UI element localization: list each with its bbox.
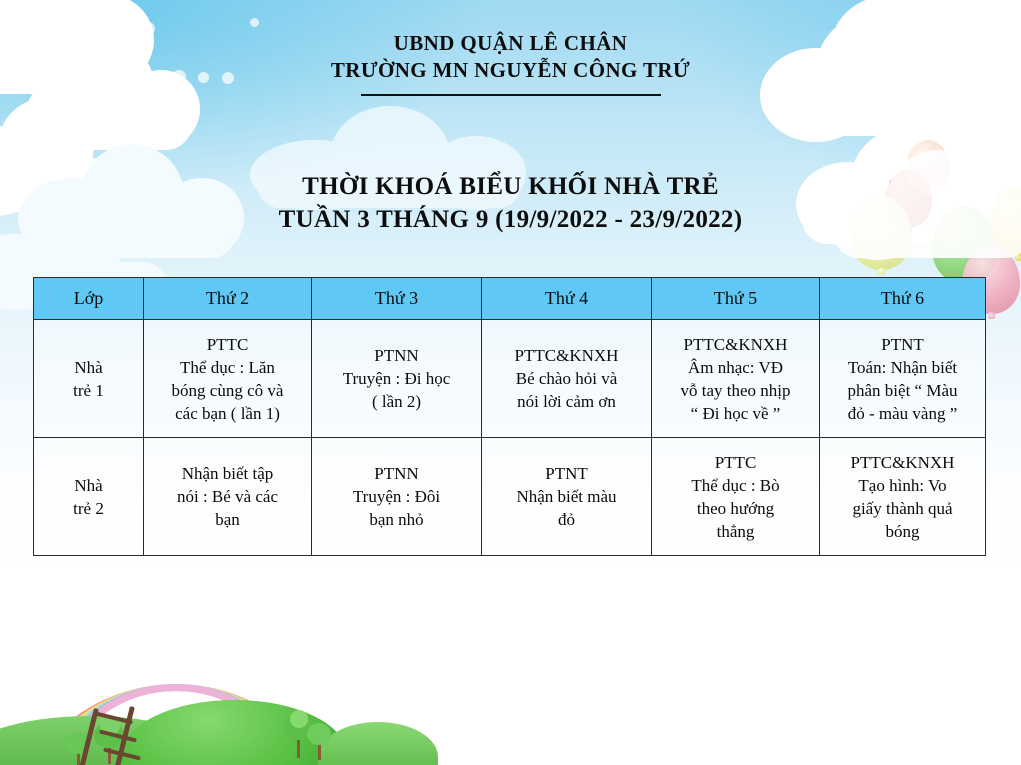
cell-line: PTNT (881, 334, 924, 354)
cell-line: nói lời cảm ơn (517, 392, 616, 411)
cloud-over-balloons (828, 150, 1021, 260)
cell-line: PTTC (206, 334, 249, 354)
cell-line: thẳng (716, 521, 755, 541)
table-header-row: Lớp Thứ 2 Thứ 3 Thứ 4 Thứ 5 Thứ 6 (33, 277, 986, 320)
cell-line: Âm nhạc: VĐ (687, 357, 784, 377)
table-row: Nhà trẻ 2 Nhận biết tập nói : Bé và các … (33, 437, 986, 556)
cell-line: PTTC&KNXH (683, 334, 788, 354)
cell-r2-thu-4: PTNT Nhận biết màu đỏ (481, 437, 652, 556)
cell-line: Thể dục : Bò (691, 475, 780, 495)
class-label-row-2: Nhà trẻ 2 (33, 437, 144, 556)
cell-line: PTTC (714, 452, 757, 472)
cell-r1-thu-5: PTTC&KNXH Âm nhạc: VĐ vỗ tay theo nhịp “… (651, 319, 820, 438)
cell-r1-thu-4: PTTC&KNXH Bé chào hỏi và nói lời cảm ơn (481, 319, 652, 438)
cell-r2-thu-6: PTTC&KNXH Tạo hình: Vo giấy thành quả bó… (819, 437, 986, 556)
cell-r1-thu-3: PTNN Truyện : Đi học ( lần 2) (311, 319, 482, 438)
column-header-thu-6: Thứ 6 (819, 277, 986, 320)
cell-line: bóng cùng cô và (171, 380, 284, 400)
class-label-row-1: Nhà trẻ 1 (33, 319, 144, 438)
cell-line: đỏ (558, 510, 575, 529)
cell-line: Thể dục : Lăn (180, 357, 275, 377)
column-header-thu-4: Thứ 4 (481, 277, 652, 320)
class-line: trẻ 2 (73, 498, 104, 518)
cell-line: bạn (215, 510, 240, 529)
cell-line: giấy thành quả (852, 498, 953, 518)
tree-right-b (306, 720, 332, 760)
cell-line: PTTC&KNXH (514, 346, 619, 365)
cell-line: nói : Bé và các (176, 487, 278, 506)
schedule-table-wrapper: Lớp Thứ 2 Thứ 3 Thứ 4 Thứ 5 Thứ 6 Nhà tr (33, 277, 986, 556)
class-line: trẻ 1 (73, 380, 104, 400)
cell-line: bóng (885, 521, 920, 541)
cell-line: PTTC&KNXH (850, 452, 955, 472)
org-name-line-2: TRƯỜNG MN NGUYỄN CÔNG TRỨ (330, 58, 691, 82)
cell-line: đỏ - màu vàng ” (847, 403, 958, 423)
cell-line: Bé chào hỏi và (515, 369, 618, 388)
class-line: Nhà (74, 475, 103, 495)
column-header-thu-3: Thứ 3 (311, 277, 482, 320)
organization-header: UBND QUẬN LÊ CHÂN TRƯỜNG MN NGUYỄN CÔNG … (0, 30, 1021, 96)
cell-line: Toán: Nhận biết (847, 357, 958, 377)
cell-line: PTNN (374, 346, 419, 365)
title-line-1: THỜI KHOÁ BIỂU KHỐI NHÀ TRẺ (302, 173, 719, 200)
cell-line: Nhận biết tập (181, 464, 274, 483)
cell-line: PTNN (374, 464, 419, 483)
header-divider (360, 94, 661, 96)
cell-line: Nhận biết màu (516, 487, 617, 506)
cell-line: bạn nhỏ (369, 510, 424, 529)
schedule-table: Lớp Thứ 2 Thứ 3 Thứ 4 Thứ 5 Thứ 6 Nhà tr (33, 277, 986, 556)
column-header-thu-5: Thứ 5 (651, 277, 820, 320)
cell-r1-thu-6: PTNT Toán: Nhận biết phân biệt “ Màu đỏ … (819, 319, 986, 438)
cell-line: ( lần 2) (371, 392, 422, 411)
table-row: Nhà trẻ 1 PTTC Thể dục : Lăn bóng cùng c… (33, 319, 986, 438)
cell-line: theo hướng (696, 498, 775, 518)
column-header-lop: Lớp (33, 277, 144, 320)
class-line: Nhà (74, 357, 103, 377)
cell-line: vỗ tay theo nhịp (680, 380, 791, 400)
cell-r2-thu-2: Nhận biết tập nói : Bé và các bạn (143, 437, 312, 556)
cell-r1-thu-2: PTTC Thể dục : Lăn bóng cùng cô và các b… (143, 319, 312, 438)
cell-line: Tạo hình: Vo (858, 475, 947, 495)
title-line-2: TUẦN 3 THÁNG 9 (19/9/2022 - 23/9/2022) (278, 206, 743, 233)
cell-line: “ Đi học về ” (690, 403, 781, 423)
cell-line: Truyện : Đi học (342, 369, 451, 388)
cell-line: PTNT (545, 464, 588, 483)
cell-r2-thu-3: PTNN Truyện : Đôi bạn nhỏ (311, 437, 482, 556)
cell-line: các bạn ( lần 1) (175, 403, 280, 423)
cell-r2-thu-5: PTTC Thể dục : Bò theo hướng thẳng (651, 437, 820, 556)
cell-line: phân biệt “ Màu (847, 380, 958, 400)
column-header-thu-2: Thứ 2 (143, 277, 312, 320)
org-name-line-1: UBND QUẬN LÊ CHÂN (393, 31, 628, 55)
document-title: THỜI KHOÁ BIỂU KHỐI NHÀ TRẺ TUẦN 3 THÁNG… (0, 170, 1021, 236)
cell-line: Truyện : Đôi (352, 487, 441, 506)
cloud-top-middle (250, 96, 530, 210)
